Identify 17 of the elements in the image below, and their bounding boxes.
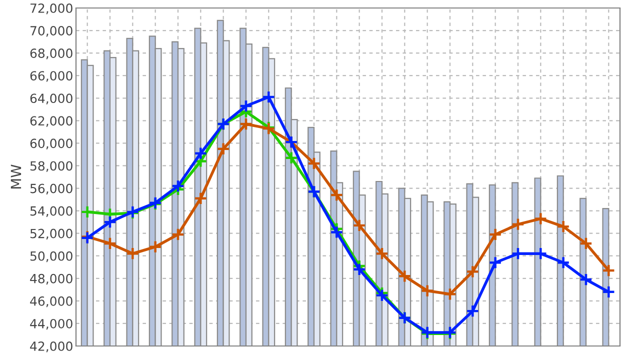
y-tick-label: 70,000 [30,26,72,37]
y-axis-title: MW [10,164,22,188]
y-tick-label: 52,000 [30,228,72,240]
y-tick-label: 62,000 [30,116,72,127]
y-tick-label: 72,000 [30,3,72,14]
y-tick-label: 58,000 [30,161,72,172]
y-tick-label: 56,000 [30,184,72,194]
y-tick-label: 46,000 [30,296,72,308]
y-tick-label: 48,000 [30,274,72,285]
y-tick-label: 68,000 [30,48,72,60]
y-tick-label: 50,000 [30,251,72,262]
y-tick-label: 66,000 [30,71,72,82]
y-tick-label: 42,000 [30,341,72,352]
y-tick-label: 60,000 [30,138,72,150]
y-tick-label: 44,000 [30,318,72,330]
y-tick-label: 64,000 [30,94,72,104]
y-tick-label: 54,000 [30,206,72,217]
